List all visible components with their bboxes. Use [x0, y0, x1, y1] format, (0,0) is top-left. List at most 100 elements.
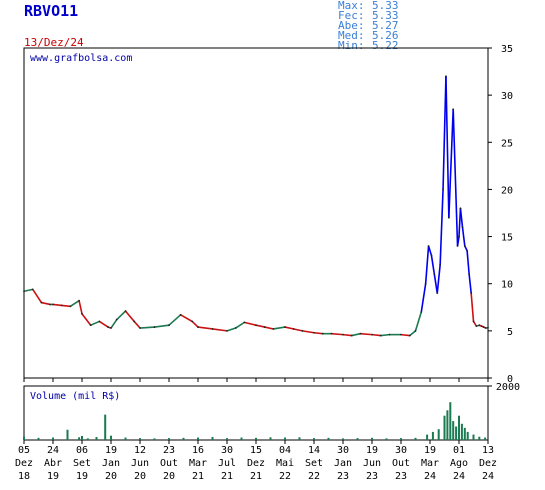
- price-point: [487, 326, 489, 329]
- volume-bar: [66, 429, 69, 440]
- x-tick-label-yr: 19: [76, 471, 88, 482]
- price-segment: [244, 321, 257, 326]
- price-segment: [133, 320, 141, 329]
- price-segment: [124, 310, 135, 322]
- x-tick-label-mon: Mar: [421, 458, 439, 469]
- stat-value: 5.27: [372, 19, 399, 32]
- volume-title: Volume (mil R$): [30, 391, 120, 402]
- y-tick-label: 25: [501, 138, 513, 149]
- price-segment: [69, 300, 80, 308]
- x-tick-label-day: 30: [395, 445, 407, 456]
- y-tick-label: 5: [507, 327, 513, 338]
- stat-label: Max:: [338, 0, 365, 12]
- price-segment: [284, 326, 294, 330]
- price-point: [197, 326, 199, 328]
- price-point: [430, 254, 433, 257]
- x-tick-label-yr: 24: [424, 471, 436, 482]
- volume-bar: [211, 437, 214, 440]
- x-tick-label-mon: Mai: [276, 458, 294, 469]
- stat-label: Fec:: [338, 9, 365, 22]
- price-segment: [32, 288, 43, 304]
- price-point: [478, 324, 481, 327]
- price-point: [468, 273, 471, 276]
- price-point: [466, 249, 469, 252]
- price-stats: Max: 5.33 Fec: 5.33 Abe: 5.27 Med: 5.26 Min:…: [338, 0, 399, 52]
- stat-max: Max: 5.33: [338, 0, 399, 12]
- x-tick-label-day: 01: [453, 445, 465, 456]
- price-point: [445, 75, 447, 78]
- price-segment: [235, 321, 245, 329]
- price-point: [427, 245, 430, 247]
- volume-bar: [52, 437, 54, 440]
- volume-bar: [472, 434, 475, 440]
- x-tick-label-yr: 23: [337, 471, 349, 482]
- volume-bar: [452, 421, 455, 440]
- price-point: [124, 310, 127, 312]
- price-segment: [226, 327, 236, 332]
- volume-bar: [463, 427, 466, 440]
- volume-bar: [23, 436, 25, 440]
- volume-bar: [431, 431, 434, 440]
- price-segment: [433, 274, 439, 294]
- x-tick-label-mon: Dez: [247, 458, 265, 469]
- price-point: [321, 332, 324, 335]
- x-tick-label-mon: Jan: [334, 458, 352, 469]
- volume-bar: [484, 437, 487, 440]
- volume-bar: [139, 438, 141, 440]
- price-point: [458, 235, 460, 238]
- price-segment: [302, 330, 315, 334]
- volume-bar: [240, 437, 243, 440]
- price-segment: [380, 333, 390, 337]
- price-point: [179, 313, 182, 316]
- price-segment: [430, 255, 436, 275]
- price-point: [452, 108, 455, 111]
- x-tick-label-day: 13: [482, 445, 494, 456]
- y-tick-label: 35: [501, 44, 513, 55]
- price-segment: [41, 301, 51, 306]
- volume-bar: [86, 438, 89, 440]
- x-tick-label-day: 24: [47, 445, 59, 456]
- volume-bar: [414, 437, 417, 440]
- price-point: [49, 303, 51, 306]
- price-point: [52, 303, 54, 306]
- price-point: [459, 207, 462, 210]
- price-point: [153, 326, 156, 328]
- price-segment: [264, 326, 274, 330]
- volume-bar: [466, 431, 469, 440]
- price-segment: [52, 303, 62, 307]
- volume-bar: [269, 437, 272, 440]
- volume-bar: [78, 437, 81, 440]
- price-segment: [468, 274, 472, 294]
- x-tick-label-mon: Jun: [363, 458, 381, 469]
- price-point: [350, 334, 353, 337]
- volume-bar: [255, 437, 257, 440]
- price-segment: [110, 319, 118, 329]
- price-point: [107, 326, 109, 328]
- price-point: [31, 288, 34, 291]
- price-segment: [61, 304, 71, 308]
- price-segment: [371, 333, 381, 337]
- volume-bar: [313, 438, 315, 440]
- x-tick-label-yr: 18: [18, 471, 30, 482]
- price-segment: [442, 76, 447, 190]
- x-tick-label-yr: 20: [105, 471, 117, 482]
- x-tick-label-day: 30: [337, 445, 349, 456]
- price-point: [439, 263, 442, 266]
- stat-value: 5.26: [372, 29, 399, 42]
- x-tick-label-yr: 21: [250, 471, 262, 482]
- price-segment: [180, 314, 193, 323]
- x-tick-label-mon: Jun: [131, 458, 149, 469]
- x-tick-label-day: 15: [250, 445, 262, 456]
- volume-bars: [23, 402, 487, 440]
- price-segment: [472, 321, 478, 327]
- stat-min: Min: 5.22: [338, 39, 399, 52]
- x-tick-label-mon: Set: [305, 458, 323, 469]
- price-point: [284, 326, 286, 328]
- stat-label: Min:: [338, 39, 365, 52]
- price-point: [211, 328, 214, 330]
- ticker-symbol: RBVO11: [24, 2, 79, 20]
- price-point: [292, 328, 295, 330]
- price-point: [226, 329, 228, 332]
- stat-label: Med:: [338, 29, 365, 42]
